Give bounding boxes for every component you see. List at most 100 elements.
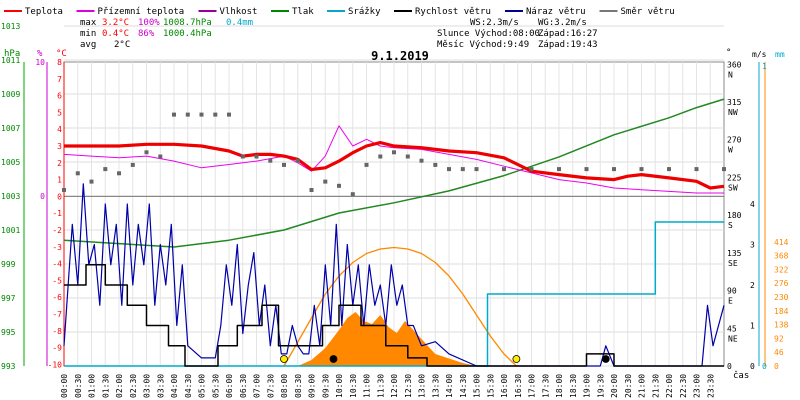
- wind-direction-dot: [227, 112, 231, 117]
- x-tick-label: 20:30: [624, 374, 633, 398]
- x-tick-label: 17:30: [541, 374, 550, 398]
- series-rain: [64, 221, 724, 367]
- marker-sunset: [512, 355, 521, 363]
- stats-min-temp: 0.4°C: [102, 29, 129, 39]
- axis-hpa-tick: 1009: [1, 90, 20, 99]
- wind-direction-dot: [103, 167, 108, 172]
- axis-wm2-tick: 92: [774, 334, 784, 343]
- axis-wm2-tick: 414: [774, 238, 789, 247]
- axis-hpa-tick: 1005: [1, 158, 20, 167]
- x-tick-label: 01:00: [88, 374, 97, 398]
- series-temperature: [64, 141, 725, 190]
- series-solar-radiation: [297, 312, 477, 366]
- axis-degc-tick: 5: [57, 108, 62, 117]
- x-tick-label: 08:00: [280, 374, 289, 398]
- axis-dir-tick: SE: [728, 259, 738, 268]
- marker-sunrise: [280, 355, 288, 363]
- x-tick-label: 14:30: [459, 374, 468, 398]
- axis-degc-tick: -10: [48, 360, 63, 369]
- x-tick-label: 22:30: [679, 374, 688, 398]
- x-tick-label: 13:30: [431, 374, 440, 398]
- stats-min-press: 1000.4hPa: [163, 29, 212, 39]
- wind-direction-dot: [584, 167, 589, 172]
- stats-moon-set: Západ:19:43: [538, 40, 598, 50]
- axis-deg-tick: 180: [727, 211, 742, 220]
- x-tick-label: 08:30: [294, 374, 303, 398]
- axis-ms-tick: 3: [750, 241, 755, 250]
- stats-rain: 0.4mm: [226, 18, 253, 28]
- axis-deg-tick: 270: [727, 136, 742, 145]
- axis-hpa-tick: 1011: [1, 56, 20, 65]
- axis-deg-tick: 0: [727, 362, 732, 371]
- legend-label: Náraz větru: [526, 7, 586, 17]
- legend-label: Směr větru: [621, 7, 675, 17]
- x-tick-label: 23:00: [693, 374, 702, 398]
- x-tick-label: 03:00: [143, 374, 152, 398]
- wind-direction-dot: [557, 167, 561, 172]
- x-tick-label: 11:30: [376, 374, 385, 398]
- x-tick-label: 10:00: [335, 374, 344, 398]
- series-pressure: [63, 98, 725, 248]
- wind-direction-dot: [474, 167, 479, 172]
- axis-degc-tick: 3: [57, 142, 62, 151]
- axis-mm-tick: 0: [762, 362, 767, 371]
- x-tick-label: 05:00: [198, 374, 207, 398]
- stats-min-hum: 86%: [138, 29, 155, 39]
- x-tick-label: 07:00: [253, 374, 262, 398]
- x-tick-label: 11:00: [363, 374, 372, 398]
- axis-degc-tick: -6: [52, 293, 62, 302]
- x-tick-label: 14:00: [445, 374, 454, 398]
- axis-deg-tick: 45: [727, 324, 737, 333]
- wind-direction-dot: [667, 167, 671, 172]
- x-tick-label: 07:30: [266, 374, 275, 398]
- axis-dir-tick: NE: [728, 334, 738, 343]
- axis-wm2-tick: 46: [774, 348, 784, 357]
- wind-direction-dot: [240, 154, 245, 159]
- x-tick-label: 15:00: [473, 374, 482, 398]
- wind-direction-dot: [144, 150, 149, 155]
- wind-direction-dot: [268, 158, 273, 163]
- axis-ms-label: m/s: [752, 50, 767, 59]
- x-tick-label: 02:30: [129, 374, 138, 398]
- x-tick-label: 06:30: [239, 374, 248, 398]
- axis-degc-tick: 0: [57, 192, 62, 201]
- wind-direction-dot: [282, 162, 286, 167]
- axis-wm2-tick: 322: [774, 265, 789, 274]
- wind-direction-dot: [62, 188, 66, 192]
- wind-direction-dot: [502, 167, 506, 172]
- x-tick-label: 12:00: [390, 374, 399, 398]
- legend-label: Tlak: [292, 7, 314, 17]
- x-tick-label: 00:00: [60, 374, 69, 398]
- axis-degc-tick: -2: [52, 226, 62, 235]
- wind-direction-dot: [309, 188, 314, 192]
- x-tick-label: 21:00: [638, 374, 647, 398]
- wind-direction-dot: [158, 154, 163, 159]
- wind-direction-dot: [639, 167, 644, 172]
- stats-max-temp: 3.2°C: [102, 18, 129, 28]
- wind-direction-dot: [364, 162, 369, 167]
- x-tick-label: 10:30: [349, 374, 358, 398]
- wind-direction-dot: [117, 171, 121, 176]
- axis-hpa-tick: 993: [1, 362, 16, 371]
- axis-degc-tick: -8: [52, 327, 62, 336]
- axis-wm2-tick: 0: [774, 362, 779, 371]
- axis-degc-tick: -5: [52, 276, 62, 285]
- axis-pct-tick: 0: [40, 192, 45, 201]
- wind-direction-dot: [419, 158, 424, 163]
- legend-label: Teplota: [25, 7, 63, 17]
- wind-direction-dot: [213, 112, 218, 117]
- wind-direction-dot: [254, 154, 259, 159]
- axis-degc-tick: 8: [57, 58, 62, 67]
- stats-avg-label: avg: [80, 40, 96, 50]
- axis-hpa-label: hPa: [4, 49, 20, 59]
- axis-dir-tick: W: [728, 146, 733, 155]
- x-tick-label: 16:30: [514, 374, 523, 398]
- legend-label: Vlhkost: [220, 7, 258, 17]
- x-tick-label: 16:00: [500, 374, 509, 398]
- stats-min-label: min: [80, 29, 96, 39]
- axis-hpa-tick: 1003: [1, 192, 20, 201]
- marker-moonrise: [329, 355, 338, 363]
- wind-direction-dot: [447, 167, 451, 172]
